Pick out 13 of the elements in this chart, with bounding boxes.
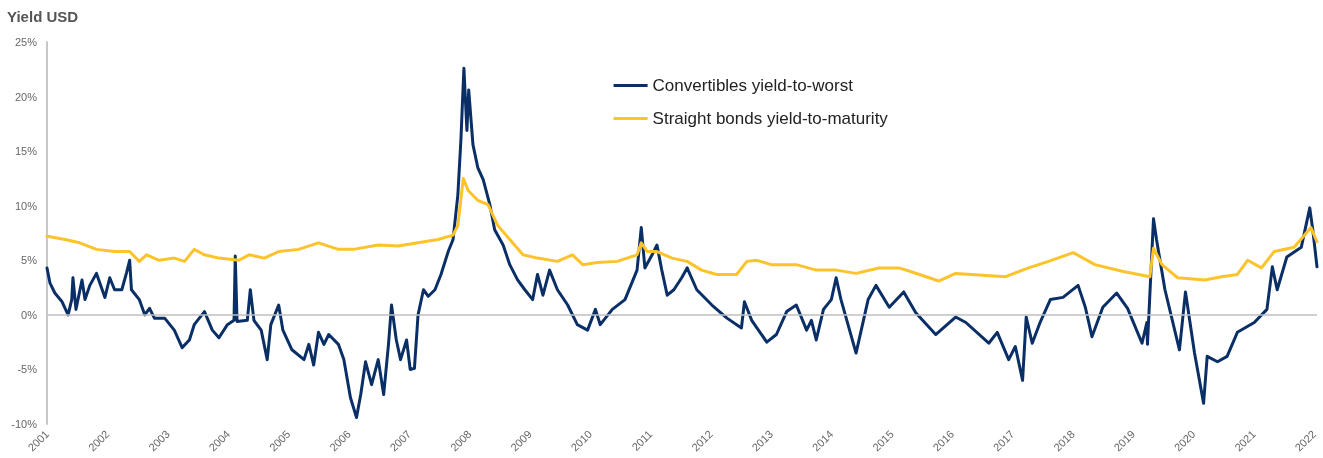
y-tick-label: 0% [21,308,38,321]
line-series [45,66,1319,419]
y-tick-label: -5% [17,363,38,376]
y-tick-label: 10% [14,199,38,212]
y-axis-title: Yield USD [7,8,79,25]
y-tick-label: 20% [14,90,38,103]
y-tick-label: 25% [14,36,38,48]
line-series [45,176,1319,283]
legend-label: Straight bonds yield-to-maturity [652,109,889,128]
y-tick-label: -10% [11,418,38,430]
y-tick-label: 15% [14,145,38,158]
y-tick-label: 5% [21,254,38,267]
legend-label: Convertibles yield-to-worst [652,76,854,95]
